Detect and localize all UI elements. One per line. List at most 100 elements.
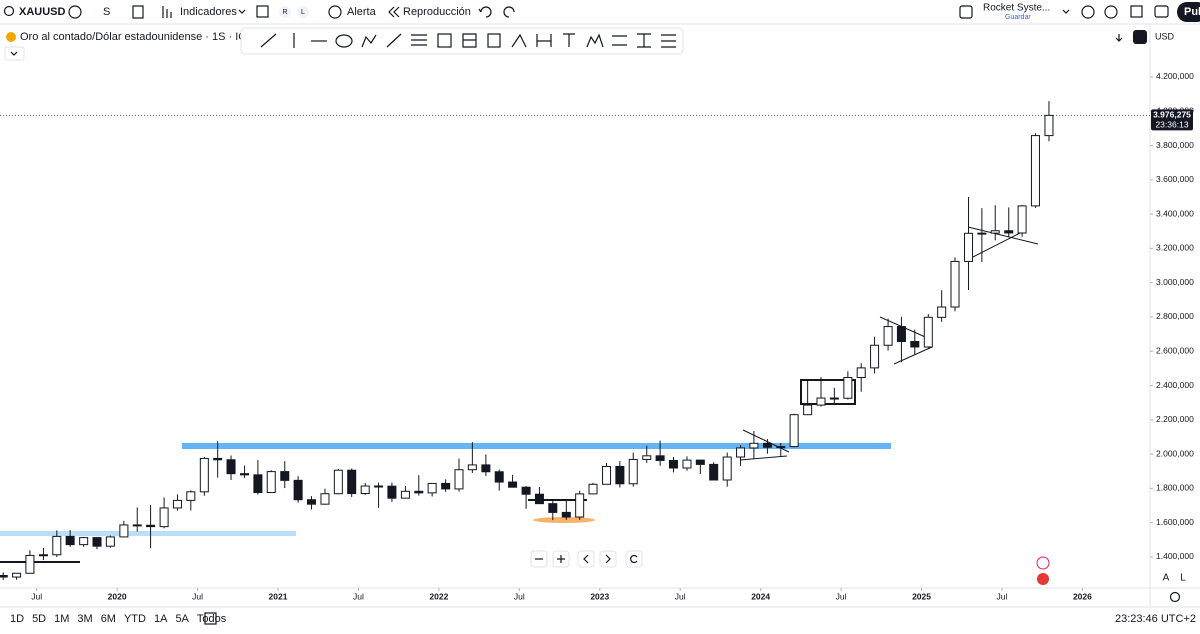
range-button[interactable]: 1A: [154, 613, 168, 625]
tool-gann[interactable]: [462, 33, 477, 48]
y-tick-label: 3.400,000: [1156, 208, 1194, 218]
nav-glyph: [605, 554, 611, 564]
countdown: 23:36:13: [1155, 120, 1188, 130]
candle-body: [414, 490, 424, 494]
tool-brush[interactable]: [386, 33, 402, 48]
publish-bg[interactable]: [1177, 2, 1200, 22]
tool-pattern[interactable]: [586, 33, 604, 48]
candle-body: [950, 260, 960, 308]
range-button[interactable]: YTD: [124, 613, 146, 625]
snapshot-button[interactable]: [1154, 5, 1169, 18]
economic-event-icon[interactable]: [1037, 573, 1049, 585]
auto-scale-button[interactable]: A: [1163, 573, 1170, 584]
tool-price-range[interactable]: [487, 33, 501, 48]
x-tick-label: Jul: [192, 591, 203, 601]
candle-body: [333, 469, 343, 495]
y-tick-label: 1.600,000: [1156, 517, 1194, 527]
r-button[interactable]: R: [282, 9, 287, 16]
candle-body: [655, 455, 665, 461]
tool-date-range[interactable]: [536, 34, 552, 47]
search-button[interactable]: [1081, 5, 1095, 19]
search-icon[interactable]: [3, 5, 15, 17]
r-badge[interactable]: [279, 6, 291, 18]
y-tick-label: 2.000,000: [1156, 448, 1194, 458]
currency[interactable]: USD: [1155, 31, 1175, 41]
indicators-button[interactable]: Indicadores: [180, 6, 237, 18]
candle-body: [588, 483, 598, 495]
nav-button[interactable]: [625, 550, 643, 568]
y-tick-label: 3.000,000: [1156, 277, 1194, 287]
chart-type-button[interactable]: [132, 5, 144, 19]
layout-icon[interactable]: [959, 5, 973, 19]
tool-settings[interactable]: [661, 34, 676, 48]
tool-text[interactable]: [563, 33, 575, 47]
candle-body: [441, 482, 451, 490]
fullscreen-button[interactable]: [1130, 5, 1143, 18]
tool-rectangle[interactable]: [437, 33, 452, 48]
tool-trendline[interactable]: [260, 33, 277, 48]
x-tick-label: Jul: [997, 591, 1008, 601]
range-button[interactable]: 6M: [101, 613, 116, 625]
candle-body: [79, 537, 89, 546]
range-button[interactable]: 1D: [10, 613, 24, 625]
dropdown[interactable]: [1062, 9, 1070, 14]
compare-button[interactable]: [68, 5, 82, 19]
candle-body: [306, 499, 316, 505]
candle-body: [789, 414, 799, 448]
undo[interactable]: [478, 6, 492, 18]
tool-ellipse[interactable]: [335, 34, 353, 48]
date-range-button[interactable]: [204, 612, 217, 625]
log-scale-button[interactable]: L: [1180, 573, 1186, 584]
tool-measure[interactable]: [637, 33, 651, 48]
x-tick-label: Jul: [31, 591, 42, 601]
triangle-pattern: [966, 226, 1039, 261]
candle-body: [534, 493, 544, 505]
interval[interactable]: S: [103, 6, 110, 18]
y-tick-label: 2.400,000: [1156, 380, 1194, 390]
range-button[interactable]: 3M: [77, 613, 92, 625]
save-button[interactable]: Guardar: [1005, 14, 1031, 21]
replay-button[interactable]: Reproducción: [403, 6, 471, 18]
candle-body: [615, 465, 625, 485]
tool-fib[interactable]: [411, 34, 427, 46]
range-button[interactable]: 1M: [54, 613, 69, 625]
x-tick-label: 2023: [590, 591, 609, 601]
triangle-pattern: [879, 316, 933, 365]
x-tick-label: 2026: [1073, 591, 1092, 601]
publish-button[interactable]: Pub: [1184, 6, 1200, 18]
axis-settings[interactable]: [1169, 591, 1181, 603]
nav-button[interactable]: [599, 550, 617, 568]
candle-body: [829, 397, 839, 400]
y-tick-label: 2.800,000: [1156, 311, 1194, 321]
dropdown[interactable]: [238, 9, 246, 14]
range-button[interactable]: Todos: [197, 613, 227, 625]
symbol[interactable]: XAUUSD: [19, 6, 66, 18]
candle-body: [1017, 205, 1027, 234]
range-box: [800, 379, 856, 405]
event-icon[interactable]: [1036, 556, 1050, 570]
candle-body: [213, 457, 223, 461]
l-button[interactable]: L: [301, 9, 305, 16]
redo[interactable]: [503, 6, 515, 18]
tool-forecast[interactable]: [612, 35, 627, 46]
nav-button[interactable]: [577, 550, 595, 568]
range-button[interactable]: 5A: [175, 613, 189, 625]
candle-body: [628, 458, 638, 485]
candle-body: [387, 485, 397, 499]
tool-pitchfork[interactable]: [511, 33, 527, 48]
candle-body: [602, 465, 612, 485]
layout-name[interactable]: Rocket Syste...: [983, 3, 1050, 14]
collapse-arrow[interactable]: [1115, 34, 1123, 42]
tool-path[interactable]: [361, 34, 377, 48]
candle-body: [226, 459, 236, 475]
range-button[interactable]: 5D: [32, 613, 46, 625]
candles: [0, 101, 1054, 580]
l-badge[interactable]: [297, 6, 309, 18]
candle-body: [454, 469, 464, 490]
lock-button[interactable]: [1133, 30, 1147, 44]
legend-toggle[interactable]: [4, 46, 25, 61]
settings-button[interactable]: [1104, 5, 1118, 19]
templates-button[interactable]: [256, 5, 269, 18]
candle-body: [146, 524, 156, 528]
alert-button[interactable]: Alerta: [347, 6, 377, 18]
